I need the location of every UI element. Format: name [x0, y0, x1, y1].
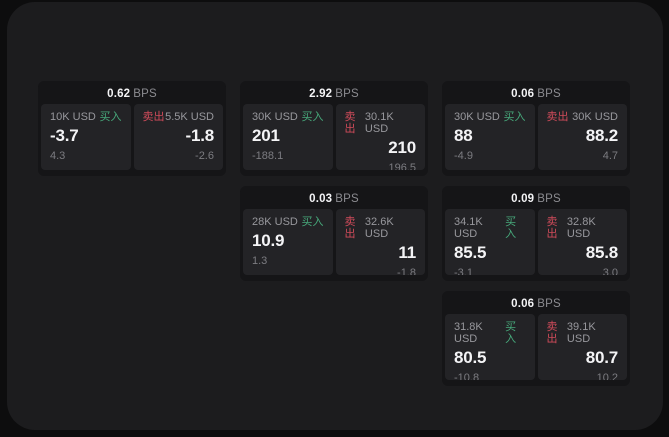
- sell-quote-panel[interactable]: 卖出 39.1K USD 80.7 10.2: [537, 314, 627, 380]
- buy-price: -3.7: [50, 126, 79, 145]
- card-header: 0.62 BPS: [41, 84, 223, 104]
- buy-amount: 10K USD: [50, 111, 96, 123]
- buy-label[interactable]: 买入: [301, 216, 324, 228]
- sell-quote-panel[interactable]: 卖出 5.5K USD -1.8 -2.6: [133, 104, 223, 170]
- sell-amount: 30K USD: [572, 111, 618, 123]
- quote-card: 0.62 BPS 10K USD 买入 -3.7 4.3 卖出 5.5K USD …: [38, 81, 226, 176]
- bps-unit-label: BPS: [335, 193, 359, 205]
- buy-delta: 1.3: [252, 255, 268, 267]
- buy-quote-panel[interactable]: 30K USD 买入 88 -4.9: [445, 104, 535, 170]
- buy-amount: 34.1K USD: [454, 216, 483, 240]
- card-header: 0.06 BPS: [445, 294, 627, 314]
- buy-label[interactable]: 买入: [505, 321, 517, 345]
- card-header: 2.92 BPS: [243, 84, 425, 104]
- sell-amount: 32.8K USD: [566, 216, 596, 240]
- buy-price: 10.9: [252, 231, 285, 250]
- bps-value: 0.09: [511, 193, 535, 205]
- sell-amount: 5.5K USD: [165, 111, 214, 123]
- card-header: 0.09 BPS: [445, 189, 627, 209]
- sell-label[interactable]: 卖出: [546, 321, 558, 345]
- buy-price: 201: [252, 126, 280, 145]
- bps-value: 0.03: [309, 193, 333, 205]
- buy-quote-panel[interactable]: 31.8K USD 买入 80.5 -10.8: [445, 314, 535, 380]
- sell-quote-panel[interactable]: 卖出 32.8K USD 85.8 3.0: [537, 209, 627, 275]
- sell-label[interactable]: 卖出: [344, 216, 356, 240]
- sell-delta: 3.0: [602, 267, 618, 275]
- buy-quote-panel[interactable]: 10K USD 买入 -3.7 4.3: [41, 104, 131, 170]
- buy-amount: 30K USD: [454, 111, 500, 123]
- main-panel: 0.62 BPS 10K USD 买入 -3.7 4.3 卖出 5.5K USD …: [7, 2, 663, 430]
- buy-quote-panel[interactable]: 28K USD 买入 10.9 1.3: [243, 209, 333, 275]
- buy-delta: -188.1: [252, 150, 284, 162]
- buy-label[interactable]: 买入: [99, 111, 122, 123]
- buy-label[interactable]: 买入: [505, 216, 517, 240]
- sell-label[interactable]: 卖出: [546, 111, 569, 123]
- bps-value: 0.06: [511, 298, 535, 310]
- bps-unit-label: BPS: [537, 193, 561, 205]
- buy-delta: -3.1: [454, 267, 473, 275]
- sell-price: 85.8: [585, 243, 618, 262]
- sell-price: 88.2: [585, 126, 618, 145]
- buy-amount: 30K USD: [252, 111, 298, 123]
- buy-label[interactable]: 买入: [503, 111, 526, 123]
- sell-quote-panel[interactable]: 卖出 30.1K USD 210 196.5: [335, 104, 425, 170]
- buy-delta: -4.9: [454, 150, 473, 162]
- card-header: 0.06 BPS: [445, 84, 627, 104]
- bps-value: 0.06: [511, 88, 535, 100]
- bps-unit-label: BPS: [133, 88, 157, 100]
- buy-label[interactable]: 买入: [301, 111, 324, 123]
- bps-unit-label: BPS: [335, 88, 359, 100]
- buy-amount: 31.8K USD: [454, 321, 483, 345]
- quote-card: 0.03 BPS 28K USD 买入 10.9 1.3 卖出 32.6K USD…: [240, 186, 428, 281]
- sell-delta: 4.7: [602, 150, 618, 162]
- sell-delta: -1.8: [397, 267, 416, 275]
- bps-unit-label: BPS: [537, 298, 561, 310]
- buy-quote-panel[interactable]: 34.1K USD 买入 85.5 -3.1: [445, 209, 535, 275]
- card-header: 0.03 BPS: [243, 189, 425, 209]
- sell-price: 210: [388, 138, 416, 157]
- sell-price: -1.8: [185, 126, 215, 145]
- buy-delta: 4.3: [50, 150, 66, 162]
- sell-delta: 196.5: [388, 162, 416, 170]
- sell-amount: 39.1K USD: [566, 321, 596, 345]
- buy-price: 80.5: [454, 348, 487, 367]
- buy-price: 85.5: [454, 243, 487, 262]
- quote-card: 2.92 BPS 30K USD 买入 201 -188.1 卖出 30.1K U…: [240, 81, 428, 176]
- sell-amount: 32.6K USD: [364, 216, 394, 240]
- buy-price: 88: [454, 126, 473, 145]
- sell-label[interactable]: 卖出: [344, 111, 356, 135]
- bps-value: 2.92: [309, 88, 333, 100]
- buy-quote-panel[interactable]: 30K USD 买入 201 -188.1: [243, 104, 333, 170]
- quote-card: 0.06 BPS 31.8K USD 买入 80.5 -10.8 卖出 39.1K…: [442, 291, 630, 386]
- sell-label[interactable]: 卖出: [142, 111, 165, 123]
- quote-card: 0.06 BPS 30K USD 买入 88 -4.9 卖出 30K USD 88…: [442, 81, 630, 176]
- sell-quote-panel[interactable]: 卖出 32.6K USD 11 -1.8: [335, 209, 425, 275]
- quote-card: 0.09 BPS 34.1K USD 买入 85.5 -3.1 卖出 32.8K …: [442, 186, 630, 281]
- sell-delta: 10.2: [596, 372, 618, 380]
- sell-price: 80.7: [585, 348, 618, 367]
- sell-amount: 30.1K USD: [364, 111, 394, 135]
- bps-unit-label: BPS: [537, 88, 561, 100]
- sell-price: 11: [398, 243, 416, 262]
- buy-delta: -10.8: [454, 372, 480, 380]
- sell-delta: -2.6: [195, 150, 214, 162]
- sell-quote-panel[interactable]: 卖出 30K USD 88.2 4.7: [537, 104, 627, 170]
- buy-amount: 28K USD: [252, 216, 298, 228]
- bps-value: 0.62: [107, 88, 131, 100]
- sell-label[interactable]: 卖出: [546, 216, 558, 240]
